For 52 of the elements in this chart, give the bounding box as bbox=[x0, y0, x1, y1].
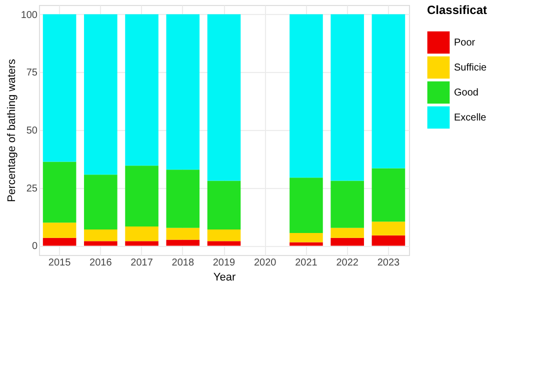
x-tick-label: 2018 bbox=[172, 258, 194, 268]
bar bbox=[166, 14, 200, 170]
bar bbox=[166, 228, 200, 240]
bar bbox=[207, 180, 241, 230]
bar bbox=[125, 226, 158, 242]
legend-label: Sufficie bbox=[454, 62, 488, 74]
bar bbox=[42, 222, 76, 238]
y-tick-label: 75 bbox=[26, 68, 38, 79]
bar bbox=[125, 241, 158, 246]
bar bbox=[166, 170, 200, 228]
bar bbox=[372, 14, 406, 168]
x-tick-label: 2021 bbox=[295, 258, 318, 268]
bar bbox=[42, 162, 76, 223]
bar bbox=[290, 233, 323, 242]
legend-title: Classificat bbox=[427, 3, 488, 17]
y-tick-label: 0 bbox=[32, 241, 38, 252]
bar bbox=[372, 235, 406, 246]
bar bbox=[330, 180, 364, 228]
x-tick-label: 2022 bbox=[336, 258, 359, 268]
bar bbox=[207, 14, 241, 181]
x-axis-title: Year bbox=[213, 272, 236, 284]
bar bbox=[330, 14, 364, 181]
x-tick-label: 2019 bbox=[212, 258, 236, 268]
bar bbox=[84, 230, 118, 242]
y-tick-label: 50 bbox=[26, 126, 38, 136]
y-tick-label: 100 bbox=[20, 10, 38, 21]
bar bbox=[372, 168, 406, 222]
bar bbox=[372, 222, 406, 236]
legend-label: Poor bbox=[454, 38, 476, 48]
bar bbox=[84, 174, 118, 230]
legend-label: Good bbox=[454, 88, 478, 98]
bar bbox=[330, 228, 364, 238]
bar bbox=[125, 14, 158, 166]
bar bbox=[207, 230, 241, 242]
bar bbox=[42, 14, 76, 162]
bar bbox=[125, 166, 158, 227]
y-tick-label: 25 bbox=[26, 183, 38, 194]
bar bbox=[207, 241, 241, 246]
bar bbox=[84, 14, 118, 175]
bar bbox=[290, 178, 323, 234]
x-tick-label: 2016 bbox=[90, 258, 112, 268]
bar bbox=[84, 241, 118, 246]
bar bbox=[42, 238, 76, 246]
y-axis-title: Percentage of bathing waters bbox=[6, 58, 18, 202]
bar bbox=[290, 14, 323, 178]
bar bbox=[330, 238, 364, 246]
bar bbox=[166, 240, 200, 246]
x-tick-label: 2023 bbox=[377, 258, 400, 268]
x-tick-label: 2020 bbox=[254, 258, 277, 268]
legend-label: Excelle bbox=[454, 112, 487, 124]
x-tick-label: 2017 bbox=[130, 258, 154, 268]
x-tick-label: 2015 bbox=[48, 258, 72, 268]
